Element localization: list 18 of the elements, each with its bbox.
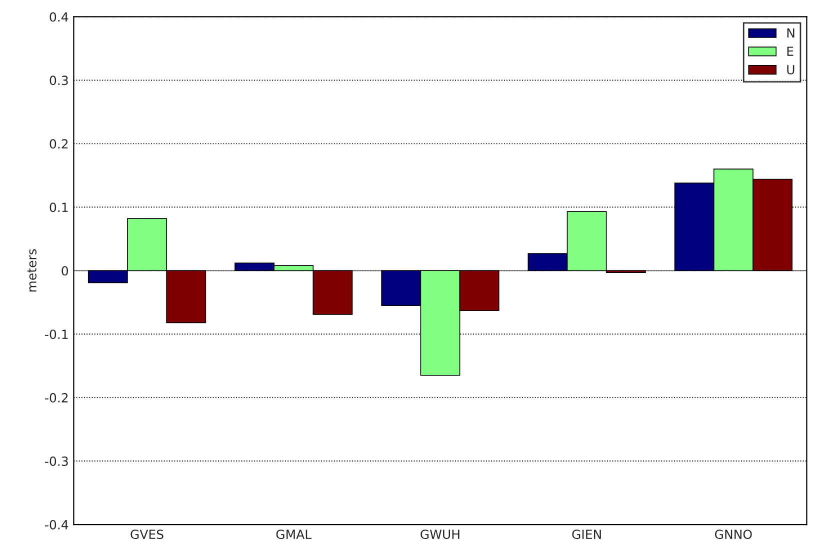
y-tick-label: 0.1	[50, 202, 68, 212]
x-tick-label: GVES	[130, 530, 164, 540]
legend-label: N	[787, 28, 794, 38]
y-tick-label: 0.4	[50, 12, 68, 22]
legend-label: U	[787, 65, 794, 74]
x-tick-label: GWUH	[420, 530, 460, 540]
x-tick-label: GNNO	[715, 530, 752, 540]
y-tick-label: 0	[62, 266, 68, 276]
y-tick-label: 0.3	[50, 76, 68, 86]
x-tick-label: GIEN	[572, 530, 601, 540]
y-tick-label: -0.2	[45, 393, 68, 402]
y-tick-label: -0.3	[45, 456, 68, 466]
y-tick-label: -0.1	[45, 330, 68, 340]
legend-label: E	[787, 46, 794, 56]
y-axis-title: meters	[28, 249, 36, 292]
y-tick-label: 0.2	[50, 139, 68, 149]
x-tick-label: GMAL	[276, 530, 312, 540]
y-tick-label: -0.4	[45, 520, 68, 530]
